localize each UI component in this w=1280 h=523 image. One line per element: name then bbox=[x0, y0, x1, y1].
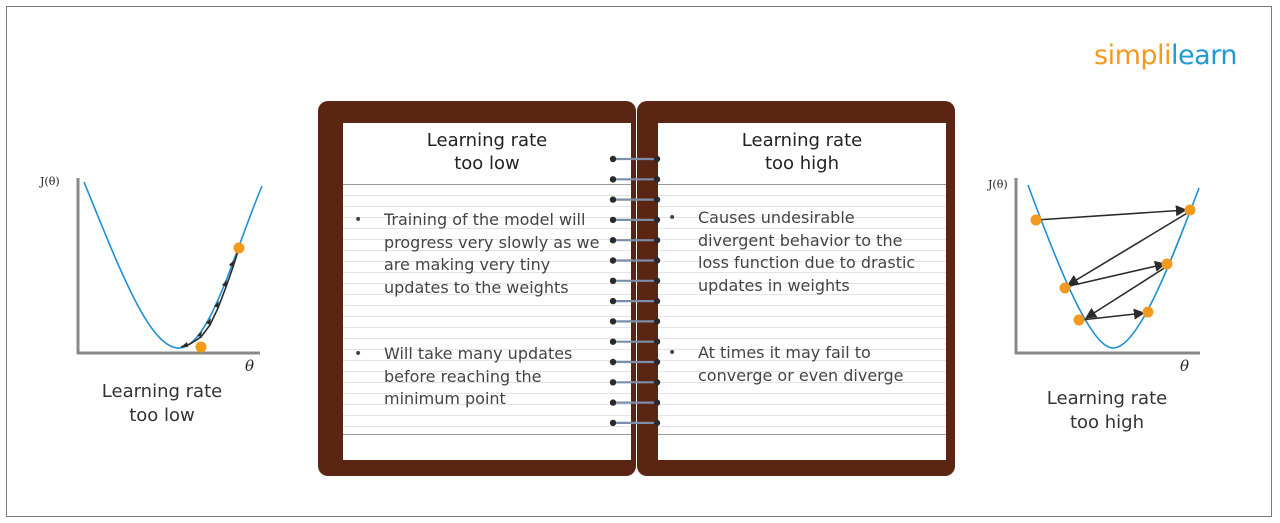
spiral-ring bbox=[609, 155, 661, 163]
notebook-right-page: Learning rate too high • Causes undesira… bbox=[658, 123, 946, 460]
logo-text-simpl: simpl bbox=[1094, 40, 1165, 71]
right-chart-caption: Learning rate too high bbox=[1027, 387, 1187, 435]
spiral-ring bbox=[609, 338, 661, 345]
left-page-title: Learning rate too low bbox=[343, 123, 631, 185]
right-title-line1: Learning rate bbox=[741, 130, 863, 151]
right-title-line2: too high bbox=[764, 153, 840, 174]
left-y-axis-label: J(θ) bbox=[40, 175, 60, 188]
right-point-2 bbox=[1184, 204, 1196, 216]
left-title-line1: Learning rate bbox=[426, 130, 548, 151]
right-step-arrow bbox=[1080, 308, 1146, 321]
right-bullet-2: • At times it may fail to converge or ev… bbox=[668, 342, 928, 387]
left-step-arrowhead bbox=[206, 318, 211, 325]
right-loss-curve bbox=[1027, 184, 1200, 349]
left-loss-curve bbox=[83, 181, 263, 349]
left-caption-line2: too low bbox=[129, 405, 195, 426]
spiral-ring bbox=[609, 358, 661, 366]
left-end-point bbox=[195, 341, 207, 353]
spiral-ring bbox=[609, 419, 661, 427]
right-step-arrow bbox=[1064, 260, 1167, 288]
right-page-title: Learning rate too high bbox=[658, 123, 946, 185]
right-step-arrow bbox=[1067, 211, 1190, 286]
bullet-dot: • bbox=[668, 345, 677, 361]
right-loss-curve-chart: J(θ) θ bbox=[978, 170, 1218, 375]
right-caption-line2: too high bbox=[1069, 412, 1145, 433]
right-point-1 bbox=[1030, 214, 1042, 226]
right-caption-line1: Learning rate bbox=[1046, 388, 1168, 409]
left-caption-line1: Learning rate bbox=[101, 381, 223, 402]
left-start-point bbox=[233, 242, 245, 254]
bullet-dot: • bbox=[354, 346, 363, 362]
left-step-arrowhead bbox=[229, 260, 234, 267]
left-step-arrowhead bbox=[181, 342, 188, 347]
spiral-ring bbox=[609, 297, 661, 305]
left-step-arrowhead bbox=[214, 301, 219, 308]
notebook-left-page: Learning rate too low • Training of the … bbox=[343, 123, 631, 460]
right-point-3 bbox=[1059, 282, 1071, 294]
left-bullet-2: • Will take many updates before reaching… bbox=[354, 343, 609, 411]
right-step-arrow bbox=[1085, 266, 1167, 319]
logo-text-learn: learn bbox=[1171, 40, 1237, 71]
right-bullet-1-text: Causes undesirable divergent behavior to… bbox=[698, 208, 916, 295]
spiral-ring bbox=[609, 257, 661, 264]
left-bullet-2-text: Will take many updates before reaching t… bbox=[384, 344, 573, 408]
right-x-axis-label: θ bbox=[1180, 357, 1190, 375]
left-bullet-1-text: Training of the model will progress very… bbox=[384, 210, 600, 297]
left-gradient-steps bbox=[180, 247, 240, 348]
right-point-4 bbox=[1161, 258, 1173, 270]
right-y-axis-label: J(θ) bbox=[988, 178, 1008, 191]
simplilearn-logo: simplilearn bbox=[1094, 40, 1237, 71]
spiral-ring bbox=[609, 379, 661, 386]
left-step-arrowhead bbox=[222, 280, 227, 287]
logo-text-i: i bbox=[1164, 40, 1172, 71]
left-title-line2: too low bbox=[454, 153, 520, 174]
bullet-dot: • bbox=[668, 210, 677, 226]
left-bullet-1: • Training of the model will progress ve… bbox=[354, 209, 609, 299]
left-chart-caption: Learning rate too low bbox=[82, 380, 242, 428]
spiral-ring bbox=[609, 216, 661, 224]
right-page-body: • Causes undesirable divergent behavior … bbox=[658, 185, 946, 435]
bullet-dot: • bbox=[354, 212, 363, 228]
spiral-ring bbox=[609, 176, 661, 183]
left-loss-curve-chart: J(θ) θ bbox=[40, 170, 280, 375]
right-step-arrow bbox=[1035, 205, 1188, 221]
spiral-ring bbox=[609, 196, 661, 203]
notebook-spiral-binding bbox=[608, 153, 664, 433]
spiral-ring bbox=[609, 237, 661, 244]
spiral-ring bbox=[609, 277, 661, 284]
left-step-arrowhead bbox=[197, 331, 202, 337]
right-bullet-2-text: At times it may fail to converge or even… bbox=[698, 343, 904, 385]
right-point-6 bbox=[1142, 306, 1154, 318]
right-bullet-1: • Causes undesirable divergent behavior … bbox=[668, 207, 928, 297]
left-page-body: • Training of the model will progress ve… bbox=[343, 185, 631, 435]
notebook-right-cover: Learning rate too high • Causes undesira… bbox=[637, 101, 955, 476]
left-x-axis-label: θ bbox=[245, 357, 255, 375]
right-point-5 bbox=[1073, 314, 1085, 326]
notebook-left-cover: Learning rate too low • Training of the … bbox=[318, 101, 636, 476]
spiral-ring bbox=[609, 318, 661, 325]
spiral-ring bbox=[609, 399, 661, 406]
